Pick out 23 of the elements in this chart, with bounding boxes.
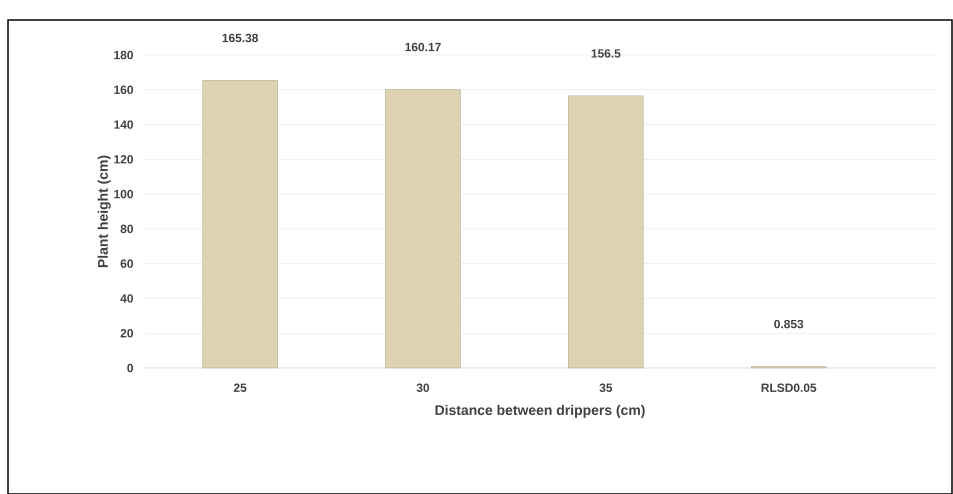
- bar: [385, 89, 461, 368]
- y-tick-label: 120: [114, 155, 133, 164]
- data-label: 165.38: [222, 34, 258, 42]
- y-tick-label: 140: [114, 120, 133, 129]
- y-tick-label: 100: [114, 190, 133, 198]
- data-label: 156.5: [592, 49, 620, 58]
- y-tick-label: 20: [120, 328, 133, 338]
- data-label: 0.853: [774, 320, 804, 328]
- y-tick-label: 0: [127, 364, 133, 372]
- bar: [568, 96, 644, 368]
- bar: [202, 80, 278, 368]
- y-tick-label: 40: [120, 294, 133, 303]
- x-tick-label: 30: [416, 384, 430, 392]
- x-tick-label: 25: [234, 384, 246, 392]
- data-label: 160.17: [405, 42, 441, 52]
- x-tick-label: 35: [599, 384, 612, 392]
- x-tick-label: RLSD0.05: [762, 384, 816, 392]
- y-tick-label: 180: [114, 50, 133, 60]
- x-axis-title: Distance between drippers (cm): [436, 404, 645, 418]
- y-tick-label: 160: [114, 86, 133, 94]
- y-tick-label: 80: [120, 224, 133, 234]
- y-tick-label: 60: [120, 259, 133, 268]
- y-axis-title: Plant height (cm): [98, 156, 111, 268]
